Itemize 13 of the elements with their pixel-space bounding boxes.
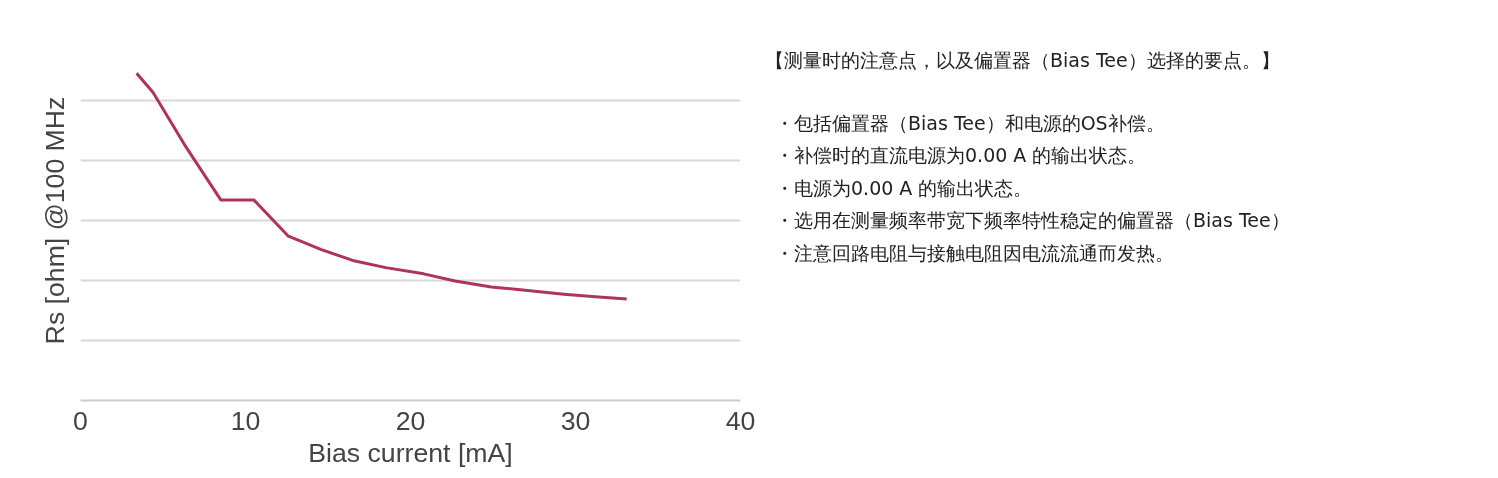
x-tick-label: 40 [725, 405, 756, 436]
x-axis-title: Bias current [mA] [308, 437, 513, 468]
text: ・包括偏置器（Bias Tee）和电源的OS补偿。 [775, 110, 1166, 136]
text: ・注意回路电阻与接触电阻因电流流通而发热。 [775, 240, 1175, 266]
x-tick-label: 0 [73, 405, 88, 436]
text: ・电源为0.00 A 的输出状态。 [775, 175, 1034, 201]
x-tick-label: 10 [230, 405, 261, 436]
text: ・补偿时的直流电源为0.00 A 的输出状态。 [775, 143, 1148, 169]
x-tick-label: 30 [560, 405, 591, 436]
text: 【测量时的注意点，以及偏置器（Bias Tee）选择的要点。】 [765, 48, 1281, 73]
y-axis-title: Rs [ohm] @100 MHz [39, 96, 70, 345]
text: ・选用在测量频率带宽下频率特性稳定的偏置器（Bias Tee） [775, 208, 1291, 234]
x-tick-label: 20 [395, 405, 426, 436]
